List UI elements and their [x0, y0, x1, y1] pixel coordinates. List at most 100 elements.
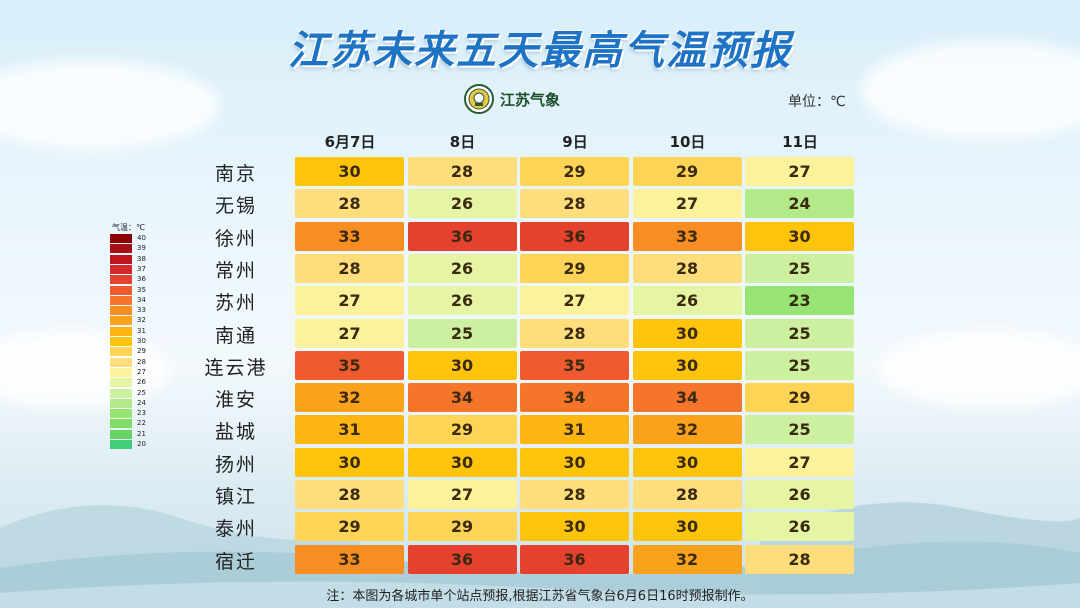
heatmap-cell: 25 — [745, 253, 854, 283]
heatmap-cell: 32 — [295, 383, 404, 413]
heatmap-cell: 25 — [745, 318, 854, 348]
heatmap-cell: 29 — [745, 383, 854, 413]
legend-label: 31 — [137, 326, 146, 335]
heatmap-cell: 34 — [520, 383, 629, 413]
legend-swatch — [110, 295, 132, 305]
heatmap-cell: 28 — [295, 189, 404, 219]
heatmap-cell: 26 — [407, 286, 517, 316]
background-cloud — [860, 40, 1080, 140]
legend-label: 33 — [137, 306, 146, 315]
background-cloud — [0, 60, 220, 150]
heatmap-cell: 26 — [632, 286, 742, 316]
heatmap-cell: 36 — [520, 221, 629, 251]
heatmap-cell: 36 — [407, 221, 517, 251]
heatmap-cell: 26 — [745, 480, 854, 509]
heatmap-cell: 29 — [520, 157, 629, 186]
heatmap-cell: 29 — [632, 157, 742, 186]
legend-swatch — [110, 388, 132, 398]
row-label: 南通 — [214, 324, 257, 347]
legend-label: 25 — [137, 388, 146, 397]
heatmap-cell: 30 — [632, 447, 742, 477]
heatmap-cell: 28 — [632, 253, 742, 283]
row-label: 徐州 — [214, 227, 257, 250]
legend-label: 35 — [137, 285, 146, 294]
column-header: 9日 — [562, 133, 588, 151]
heatmap-cell: 30 — [520, 447, 629, 477]
legend-label: 24 — [137, 398, 146, 407]
row-label: 盐城 — [214, 421, 257, 444]
legend-label: 21 — [137, 429, 146, 438]
legend-swatch — [110, 347, 132, 357]
heatmap-cell: 34 — [632, 383, 742, 413]
legend-swatch — [110, 357, 132, 367]
column-header: 6月7日 — [324, 133, 376, 151]
heatmap-cell: 24 — [745, 189, 854, 219]
row-label: 镇江 — [214, 486, 257, 508]
legend-swatch — [110, 264, 132, 274]
legend-label: 23 — [137, 409, 146, 418]
heatmap-cell: 28 — [632, 480, 742, 509]
heatmap-cell: 35 — [520, 350, 629, 380]
heatmap-cell: 32 — [632, 544, 742, 574]
row-label: 苏州 — [214, 292, 257, 315]
heatmap-cell: 26 — [745, 512, 854, 542]
heatmap-cell: 30 — [632, 318, 742, 348]
heatmap-cell: 29 — [295, 512, 404, 542]
legend-label: 26 — [137, 378, 146, 387]
column-header: 11日 — [782, 133, 818, 151]
unit-label: 单位：℃ — [788, 94, 846, 110]
heatmap-cell: 26 — [407, 253, 517, 283]
legend-label: 38 — [137, 254, 146, 263]
legend-swatch — [110, 409, 132, 419]
heatmap-cell: 33 — [632, 221, 742, 251]
legend-label: 39 — [137, 244, 146, 253]
heatmap-cell: 28 — [745, 544, 854, 574]
heatmap-cell: 27 — [745, 447, 854, 477]
heatmap-cell: 25 — [745, 415, 854, 445]
legend-swatch — [110, 326, 132, 336]
row-label: 无锡 — [214, 195, 257, 218]
legend-label: 22 — [137, 419, 146, 428]
heatmap-cell: 29 — [407, 512, 517, 542]
heatmap-cell: 27 — [295, 318, 404, 348]
legend-label: 40 — [137, 234, 146, 242]
legend-swatch — [110, 316, 132, 326]
legend-label: 27 — [137, 367, 146, 376]
row-label: 宿迁 — [214, 550, 257, 573]
legend-label: 28 — [137, 357, 146, 366]
heatmap-cell: 27 — [520, 286, 629, 316]
heatmap-cell: 30 — [632, 512, 742, 542]
legend-label: 36 — [137, 275, 146, 284]
heatmap-cell: 28 — [295, 480, 404, 509]
heatmap-cell: 26 — [407, 189, 517, 219]
legend-swatch — [110, 419, 132, 429]
legend-label: 20 — [137, 440, 146, 448]
logo-text: 江苏气象 — [500, 90, 561, 109]
heatmap-cell: 31 — [295, 415, 404, 445]
heatmap-cell: 31 — [520, 415, 629, 445]
legend-title: 气温：℃ — [112, 223, 145, 232]
legend-label: 32 — [137, 316, 146, 325]
heatmap-cell: 28 — [520, 480, 629, 509]
heatmap-cell: 27 — [745, 157, 854, 186]
heatmap-cell: 27 — [295, 286, 404, 316]
row-label: 扬州 — [214, 453, 257, 476]
heatmap-cell: 30 — [295, 157, 404, 186]
column-header: 8日 — [449, 133, 476, 151]
legend-swatch — [110, 254, 132, 264]
background-cloud — [880, 330, 1080, 410]
heatmap-cell: 32 — [632, 415, 742, 445]
row-label: 连云港 — [204, 356, 268, 379]
heatmap-cell: 28 — [407, 157, 517, 186]
row-label: 南京 — [214, 163, 257, 185]
legend-swatch — [110, 440, 132, 449]
heatmap-cell: 29 — [407, 415, 517, 445]
heatmap-cell: 27 — [407, 480, 517, 509]
row-label: 淮安 — [214, 389, 257, 412]
heatmap-cell: 36 — [407, 544, 517, 574]
column-header: 10日 — [669, 133, 706, 151]
heatmap-cell: 28 — [520, 318, 629, 348]
legend-swatch — [110, 429, 132, 439]
footnote: 注：本图为各城市单个站点预报,根据江苏省气象台6月6日16时预报制作。 — [326, 589, 754, 604]
heatmap-cell: 27 — [632, 189, 742, 219]
